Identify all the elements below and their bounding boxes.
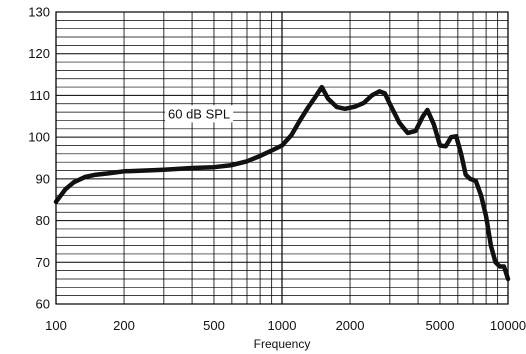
y-tick-label: 110 [29, 88, 50, 103]
x-tick-label: 200 [113, 318, 135, 333]
x-axis-label: Frequency [254, 337, 311, 351]
y-tick-label: 100 [28, 130, 50, 145]
y-tick-label: 90 [36, 171, 50, 186]
series-line [53, 84, 511, 282]
y-tick-label: 60 [36, 297, 50, 312]
annotation-60db-spl: 60 dB SPL [168, 106, 230, 121]
plot-frame [55, 11, 509, 305]
annotation-background [165, 105, 234, 123]
x-tick-label: 2000 [336, 318, 365, 333]
x-tick-label: 10000 [490, 318, 526, 333]
x-tick-label: 5000 [426, 318, 455, 333]
tick-labels: 100 200 500 1000 2000 5000 10000 60 70 80 90 100 110… [28, 5, 526, 334]
x-tick-label: 100 [45, 318, 67, 333]
x-tick-label: 500 [203, 318, 225, 333]
y-tick-label: 70 [36, 255, 50, 270]
y-tick-label: 120 [28, 46, 50, 61]
grid [55, 11, 509, 305]
x-tick-label: 1000 [268, 318, 297, 333]
y-tick-label: 80 [36, 213, 50, 228]
y-tick-label: 130 [28, 5, 50, 20]
